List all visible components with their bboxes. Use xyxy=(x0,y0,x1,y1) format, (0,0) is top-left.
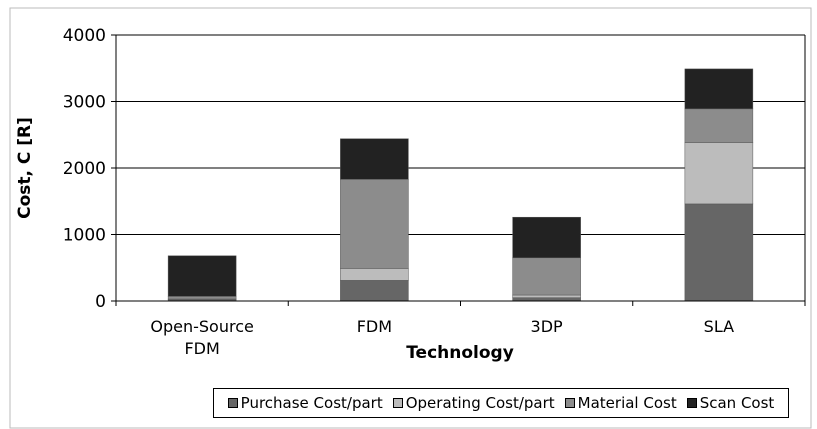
bar-segment xyxy=(512,216,581,259)
legend-item: Operating Cost/part xyxy=(392,394,555,412)
legend-swatch xyxy=(564,398,575,408)
legend-label: Purchase Cost/part xyxy=(240,394,383,412)
bar-segment xyxy=(340,280,409,302)
y-tick-label: 0 xyxy=(95,292,106,312)
y-tick-label: 3000 xyxy=(63,93,106,113)
legend-swatch xyxy=(227,398,238,408)
y-tick-label: 1000 xyxy=(63,226,106,246)
legend: Purchase Cost/part Operating Cost/part Mat… xyxy=(213,388,789,418)
x-tick-label: Open-Source FDM xyxy=(150,317,254,358)
legend-item: Scan Cost xyxy=(686,394,775,412)
x-tick-label: FDM xyxy=(356,317,393,336)
bar-segment xyxy=(512,257,581,296)
legend-item: Material Cost xyxy=(564,394,677,412)
x-axis-title: Technology xyxy=(406,343,514,363)
legend-item: Purchase Cost/part xyxy=(227,394,383,412)
bar-segment xyxy=(167,255,237,297)
legend-swatch xyxy=(686,398,697,408)
bar-segment xyxy=(684,68,754,110)
y-tick-label: 2000 xyxy=(63,159,106,179)
bar-segment xyxy=(167,296,237,300)
bar-segment xyxy=(340,138,409,180)
legend-label: Scan Cost xyxy=(699,394,775,412)
y-tick-label: 4000 xyxy=(63,26,106,46)
y-axis-title: Cost, C [R] xyxy=(15,117,35,219)
bar-segment xyxy=(684,142,754,205)
legend-label: Operating Cost/part xyxy=(405,394,555,412)
chart-border xyxy=(9,7,812,429)
bar-segment xyxy=(340,268,409,281)
bar-segment xyxy=(340,179,409,269)
bar-segment xyxy=(684,108,754,143)
bar-segment xyxy=(512,294,581,298)
legend-label: Material Cost xyxy=(577,394,677,412)
legend-swatch xyxy=(392,398,403,408)
bar-segment xyxy=(684,203,754,302)
x-tick-label: SLA xyxy=(703,317,735,336)
x-tick-label: 3DP xyxy=(530,317,563,336)
